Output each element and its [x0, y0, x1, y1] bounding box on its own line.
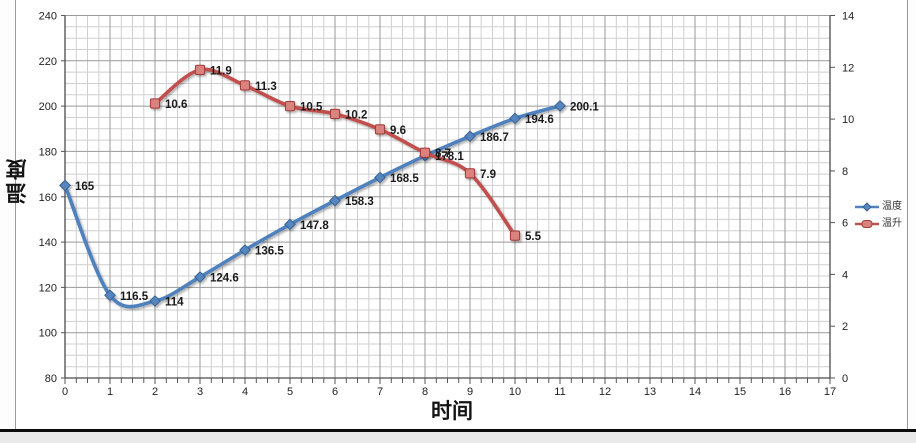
svg-text:180: 180 [39, 146, 57, 158]
data-labels-temperature: 165 116.5 114 124.6 136.5 147.8 158.3 168.5 178.… [75, 101, 599, 308]
svg-text:186.7: 186.7 [480, 132, 509, 144]
svg-text:147.8: 147.8 [300, 220, 329, 232]
legend-swatch-temp-rise-icon [855, 220, 879, 228]
svg-text:194.6: 194.6 [525, 114, 554, 126]
svg-text:8: 8 [422, 386, 428, 398]
svg-text:6: 6 [842, 218, 848, 230]
svg-text:136.5: 136.5 [255, 246, 284, 258]
svg-text:120: 120 [39, 282, 57, 294]
svg-text:158.3: 158.3 [345, 196, 374, 208]
legend-label-temperature: 温度 [882, 201, 902, 212]
svg-text:10.2: 10.2 [345, 109, 367, 121]
svg-text:12: 12 [599, 386, 611, 398]
legend-swatch-temperature-icon [855, 202, 879, 212]
legend-item-temp-rise: 温升 [854, 217, 902, 231]
svg-text:4: 4 [842, 269, 848, 281]
svg-text:10: 10 [509, 386, 521, 398]
svg-text:13: 13 [644, 386, 656, 398]
svg-text:7.9: 7.9 [480, 169, 496, 181]
legend-item-temperature: 温度 [854, 200, 902, 214]
svg-text:200.1: 200.1 [570, 101, 599, 113]
svg-text:14: 14 [842, 11, 854, 23]
svg-text:100: 100 [39, 328, 57, 340]
svg-text:16: 16 [779, 386, 791, 398]
svg-text:17: 17 [824, 386, 836, 398]
svg-text:124.6: 124.6 [210, 273, 239, 285]
svg-text:15: 15 [734, 386, 746, 398]
svg-text:5.5: 5.5 [525, 231, 542, 243]
svg-text:6: 6 [332, 386, 338, 398]
y-axis-title: 温度 [6, 156, 29, 204]
svg-text:4: 4 [242, 386, 248, 398]
svg-text:80: 80 [45, 373, 57, 385]
grid-major [64, 15, 831, 379]
svg-text:220: 220 [39, 56, 57, 68]
page-background-strip [0, 432, 916, 443]
y-axis-left-tick-labels: 80 100 120 140 160 180 200 220 240 [39, 11, 57, 386]
svg-text:200: 200 [39, 101, 57, 113]
series-temp-rise [149, 64, 521, 241]
legend-label-temp-rise: 温升 [882, 218, 902, 229]
svg-text:10.5: 10.5 [300, 102, 323, 114]
svg-text:8.7: 8.7 [435, 148, 451, 160]
svg-text:178.1: 178.1 [435, 151, 464, 163]
svg-text:10: 10 [842, 114, 854, 126]
svg-text:2: 2 [842, 321, 848, 333]
svg-text:1: 1 [107, 386, 113, 398]
svg-text:5: 5 [287, 386, 293, 398]
svg-text:116.5: 116.5 [120, 291, 149, 303]
svg-text:0: 0 [62, 386, 68, 398]
svg-text:11.9: 11.9 [210, 65, 232, 77]
svg-text:160: 160 [39, 192, 57, 204]
svg-text:9.6: 9.6 [390, 125, 406, 137]
svg-text:12: 12 [842, 62, 854, 74]
svg-text:9: 9 [467, 386, 473, 398]
svg-text:10.6: 10.6 [165, 99, 187, 111]
x-axis-tick-labels: 0 1 2 3 4 5 6 7 8 9 10 11 12 13 14 15 16 17 [62, 386, 836, 398]
y-axis-right-tick-labels: 0 2 4 6 8 10 12 14 [842, 11, 854, 386]
series-temperature [59, 99, 566, 309]
x-axis-title: 时间 [431, 400, 473, 423]
bottom-divider [0, 429, 916, 432]
axis-ticks [61, 15, 835, 384]
svg-text:0: 0 [842, 373, 848, 385]
legend: 温度 温升 [854, 200, 902, 231]
svg-text:8: 8 [842, 166, 848, 178]
svg-text:3: 3 [197, 386, 203, 398]
svg-text:7: 7 [377, 386, 383, 398]
svg-text:140: 140 [39, 237, 57, 249]
svg-text:165: 165 [75, 181, 95, 193]
svg-text:14: 14 [689, 386, 701, 398]
svg-text:11: 11 [554, 386, 565, 398]
data-labels-temp-rise: 10.6 11.9 11.3 10.5 10.2 9.6 8.7 7.9 5.5 [165, 65, 542, 243]
svg-text:11.3: 11.3 [255, 81, 277, 93]
svg-text:2: 2 [152, 386, 158, 398]
svg-text:168.5: 168.5 [390, 173, 419, 185]
svg-text:114: 114 [165, 297, 184, 309]
svg-text:240: 240 [39, 11, 57, 23]
